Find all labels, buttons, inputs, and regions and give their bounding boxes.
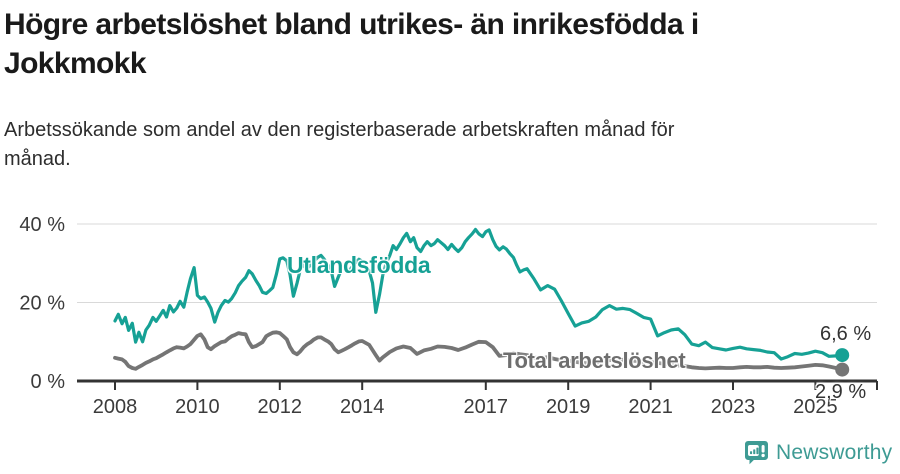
- svg-text:0 %: 0 %: [31, 371, 66, 393]
- svg-text:2019: 2019: [546, 396, 591, 418]
- svg-text:40 %: 40 %: [19, 214, 65, 236]
- newsworthy-logo-icon: [744, 440, 769, 465]
- svg-text:2008: 2008: [93, 396, 138, 418]
- svg-text:20 %: 20 %: [19, 293, 65, 315]
- series-label-total-arbetsloshet: Total arbetslöshet: [503, 348, 686, 373]
- page-title: Högre arbetslöshet bland utrikes- än inr…: [4, 5, 699, 83]
- chart-subtitle-line2: månad.: [4, 148, 71, 170]
- svg-text:2023: 2023: [711, 396, 756, 418]
- end-value-label-total: 2,9 %: [815, 381, 867, 403]
- page-title-line1: Högre arbetslöshet bland utrikes- än inr…: [4, 8, 699, 41]
- chart-subtitle: Arbetssökande som andel av den registerb…: [4, 116, 674, 174]
- newsworthy-logo[interactable]: Newsworthy: [744, 440, 892, 465]
- chart-subtitle-line1: Arbetssökande som andel av den registerb…: [4, 119, 675, 141]
- svg-text:2010: 2010: [175, 396, 220, 418]
- svg-text:2014: 2014: [340, 396, 385, 418]
- page-title-line2: Jokkmokk: [4, 47, 147, 80]
- end-value-label-utlandsfodda: 6,6 %: [820, 323, 872, 345]
- svg-text:2017: 2017: [464, 396, 509, 418]
- svg-text:2025: 2025: [793, 396, 838, 418]
- series-label-utlandsfodda: Utlandsfödda: [287, 252, 431, 278]
- svg-text:2021: 2021: [628, 396, 673, 418]
- svg-text:2012: 2012: [258, 396, 303, 418]
- newsworthy-brand-text: Newsworthy: [776, 440, 893, 464]
